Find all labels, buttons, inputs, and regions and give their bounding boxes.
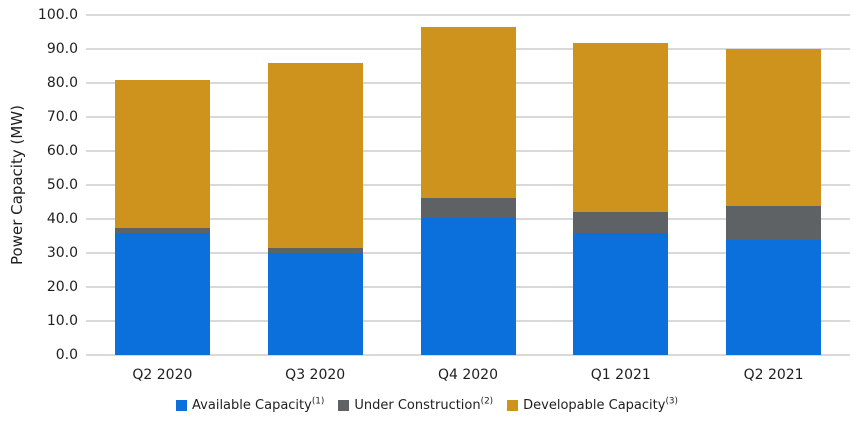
bar-segment-under-construction [420, 197, 516, 218]
x-tick-label: Q2 2021 [743, 367, 804, 383]
y-tick-label: 10.0 [46, 313, 78, 329]
legend-swatch-icon [507, 400, 519, 411]
x-tick-label: Q1 2021 [590, 367, 651, 383]
gridline [86, 354, 850, 356]
bar-segment-developable-capacity [573, 42, 669, 213]
legend-label: Under Construction(2) [354, 396, 494, 413]
bar-segment-under-construction [573, 212, 669, 234]
bar-segment-under-construction [267, 247, 363, 253]
bar-q4-2020 [420, 15, 516, 355]
x-tick-label: Q3 2020 [285, 367, 346, 383]
bar-segment-developable-capacity [726, 49, 822, 206]
bar-segment-available-capacity [420, 217, 516, 355]
bar-segment-developable-capacity [420, 26, 516, 198]
bar-segment-developable-capacity [114, 79, 210, 228]
y-tick-label: 40.0 [46, 211, 78, 227]
legend-item-developable-capacity: Developable Capacity(3) [507, 396, 678, 413]
bar-q2-2021 [726, 15, 822, 355]
legend-footnote-marker: (2) [480, 396, 494, 407]
legend-swatch-icon [176, 400, 188, 411]
x-tick-label: Q2 2020 [132, 367, 193, 383]
legend: Available Capacity(1) Under Construction(… [0, 396, 854, 413]
bar-segment-developable-capacity [267, 62, 363, 248]
y-tick-label: 80.0 [46, 75, 78, 91]
y-tick-label: 70.0 [46, 109, 78, 125]
bar-q3-2020 [267, 15, 363, 355]
y-tick-label: 0.0 [55, 347, 78, 363]
legend-footnote-marker: (1) [311, 396, 325, 407]
bar-segment-available-capacity [267, 253, 363, 355]
bar-segment-available-capacity [726, 239, 822, 355]
bar-segment-under-construction [114, 227, 210, 233]
legend-footnote-marker: (3) [665, 396, 678, 407]
x-tick-label: Q4 2020 [437, 367, 499, 383]
gridline [86, 14, 850, 16]
y-tick-label: 30.0 [46, 245, 78, 261]
y-tick-label: 90.0 [46, 41, 78, 57]
y-tick-label: 50.0 [46, 177, 78, 193]
y-tick-label: 60.0 [46, 143, 78, 159]
y-tick-label: 100.0 [37, 7, 78, 23]
bar-segment-under-construction [726, 205, 822, 240]
legend-swatch-icon [338, 400, 350, 411]
legend-label: Developable Capacity(3) [523, 396, 678, 413]
y-tick-label: 20.0 [46, 279, 78, 295]
bar-segment-available-capacity [573, 233, 669, 355]
bar-q2-2020 [114, 15, 210, 355]
plot-area [86, 14, 850, 356]
legend-label: Available Capacity(1) [192, 396, 325, 413]
legend-item-available-capacity: Available Capacity(1) [176, 396, 325, 413]
bar-segment-available-capacity [114, 232, 210, 355]
bar-q1-2021 [573, 15, 669, 355]
legend-item-under-construction: Under Construction(2) [338, 396, 494, 413]
